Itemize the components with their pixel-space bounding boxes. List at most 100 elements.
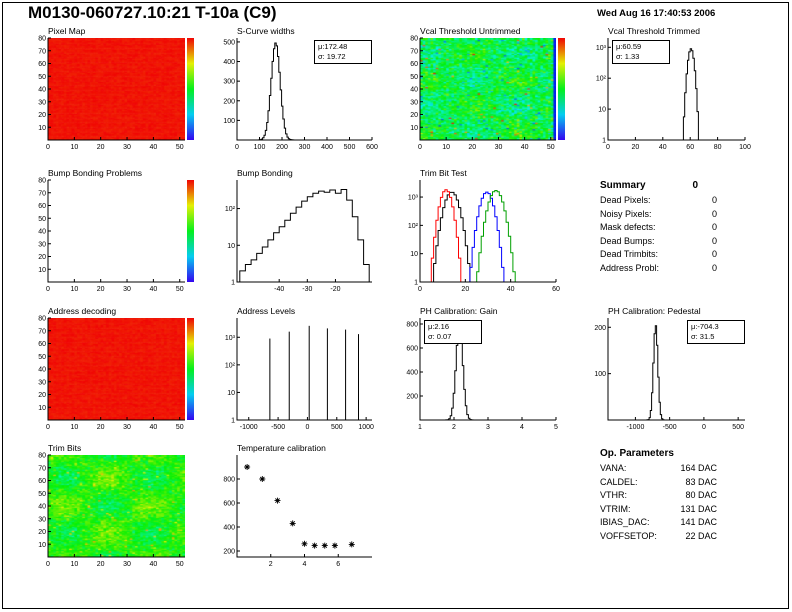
svg-text:10: 10: [38, 267, 46, 274]
panel-ph-gain: PH Calibration: Gain μ:2.16 σ: 0.07 1 2 3 4…: [390, 306, 581, 436]
op-parameters-heading: Op. Parameters: [600, 448, 674, 459]
summary-row-label: Noisy Pixels:: [600, 208, 652, 219]
chart-title: Pixel Map: [48, 26, 86, 36]
colorbar: [187, 38, 194, 140]
svg-text:600: 600: [366, 144, 378, 151]
svg-text:10: 10: [410, 125, 418, 132]
stats-box: μ:60.59 σ: 1.33: [612, 40, 670, 64]
svg-text:70: 70: [38, 48, 46, 55]
svg-text:200: 200: [276, 144, 288, 151]
summary-row-label: Dead Trimbits:: [600, 249, 659, 260]
colorbar: [558, 38, 565, 140]
chart-title: Address Levels: [237, 306, 296, 316]
ph-gain-plot: 1 2 3 4 5 200 400 600 800: [406, 318, 558, 431]
svg-text:100: 100: [739, 144, 751, 151]
svg-text:200: 200: [406, 394, 418, 401]
svg-text:40: 40: [38, 367, 46, 374]
chart-title: Trim Bit Test: [420, 168, 467, 178]
svg-text:10²: 10²: [596, 76, 607, 83]
svg-text:400: 400: [223, 525, 235, 532]
svg-text:40: 40: [149, 144, 157, 151]
svg-text:20: 20: [461, 286, 469, 293]
op-parameter-row: CALDEL: 83 DAC: [600, 477, 717, 487]
svg-text:50: 50: [410, 74, 418, 81]
svg-text:10³: 10³: [408, 195, 419, 202]
temp-calibration-plot: 2 4 6 200 400 600 800: [223, 455, 372, 568]
timestamp: Wed Aug 16 17:40:53 2006: [597, 8, 716, 19]
svg-text:50: 50: [38, 491, 46, 498]
vcal-untrimmed-plot: 0 10 20 30 40 50 10 20 30 40 50 60 70 80: [410, 36, 556, 151]
chart-title: PH Calibration: Pedestal: [608, 306, 701, 316]
address-levels-plot: -1000 -500 0 500 1000 1 10 10² 10³: [225, 318, 374, 431]
summary-row: Noisy Pixels: 0: [600, 209, 717, 219]
svg-text:80: 80: [38, 36, 46, 43]
op-parameter-value: 141 DAC: [680, 517, 717, 528]
op-parameter-value: 164 DAC: [680, 463, 717, 473]
svg-text:1: 1: [414, 280, 418, 287]
svg-text:30: 30: [495, 144, 503, 151]
summary-row: Address Probl: 0: [600, 263, 717, 273]
svg-text:10: 10: [227, 390, 235, 397]
svg-text:10: 10: [70, 561, 78, 568]
svg-text:40: 40: [659, 144, 667, 151]
svg-text:400: 400: [406, 370, 418, 377]
svg-text:10: 10: [227, 243, 235, 250]
svg-text:3: 3: [486, 424, 490, 431]
svg-text:50: 50: [176, 561, 184, 568]
summary-row-value: 0: [711, 222, 717, 233]
svg-text:400: 400: [223, 59, 235, 66]
svg-text:10²: 10²: [225, 362, 236, 369]
svg-text:60: 60: [38, 478, 46, 485]
op-parameter-row: VTRIM: 131 DAC: [600, 504, 717, 514]
panel-s-curve-widths: S-Curve widths μ:172.48 σ: 19.72 0 100 200…: [207, 26, 397, 156]
svg-text:1000: 1000: [358, 424, 374, 431]
svg-text:20: 20: [97, 286, 105, 293]
svg-text:60: 60: [38, 341, 46, 348]
colorbar: [187, 318, 194, 420]
trim-bits-plot: 0 10 20 30 40 50 10 20 30 40 50 60 70 80: [38, 453, 185, 568]
summary-row: Mask defects: 0: [600, 222, 717, 232]
svg-text:30: 30: [410, 99, 418, 106]
op-parameter-row: VTHR: 80 DAC: [600, 490, 717, 500]
svg-text:20: 20: [468, 144, 476, 151]
svg-text:40: 40: [149, 561, 157, 568]
summary-block: Summary 0 Dead Pixels: 0 Noisy Pixels: 0 M…: [600, 180, 717, 273]
svg-text:6: 6: [336, 561, 340, 568]
svg-text:80: 80: [38, 453, 46, 460]
svg-text:30: 30: [38, 241, 46, 248]
op-parameter-value: 131 DAC: [680, 503, 717, 514]
svg-text:40: 40: [38, 87, 46, 94]
svg-text:60: 60: [38, 203, 46, 210]
s-curve-widths-plot: 0 100 200 300 400 500 600 100 200 300 400 500: [223, 38, 378, 151]
summary-row: Dead Trimbits: 0: [600, 249, 717, 259]
svg-text:80: 80: [38, 316, 46, 323]
svg-text:-1000: -1000: [626, 424, 644, 431]
svg-text:10: 10: [70, 424, 78, 431]
svg-text:0: 0: [702, 424, 706, 431]
svg-text:0: 0: [305, 424, 309, 431]
svg-text:-40: -40: [274, 286, 284, 293]
svg-text:4: 4: [520, 424, 524, 431]
summary-row: Dead Bumps: 0: [600, 236, 717, 246]
svg-text:20: 20: [38, 254, 46, 261]
svg-text:60: 60: [38, 61, 46, 68]
colorbar: [187, 180, 194, 282]
svg-text:1: 1: [231, 418, 235, 425]
svg-text:800: 800: [406, 322, 418, 329]
svg-text:1: 1: [231, 280, 235, 287]
summary-row-value: 0: [711, 249, 717, 260]
svg-text:10: 10: [38, 542, 46, 549]
svg-text:50: 50: [176, 424, 184, 431]
svg-text:30: 30: [38, 99, 46, 106]
chart-title: Vcal Threshold Untrimmed: [420, 26, 521, 36]
summary-row-value: 0: [711, 195, 717, 205]
stats-sigma: σ: 19.72: [318, 51, 346, 61]
svg-text:600: 600: [223, 501, 235, 508]
svg-text:-500: -500: [663, 424, 677, 431]
op-parameter-label: VOFFSETOP:: [600, 530, 657, 541]
summary-row-label: Address Probl:: [600, 262, 660, 273]
stats-box: μ:2.16 σ: 0.07: [424, 320, 482, 344]
summary-row-label: Mask defects:: [600, 222, 656, 233]
svg-text:400: 400: [321, 144, 333, 151]
svg-text:0: 0: [46, 286, 50, 293]
